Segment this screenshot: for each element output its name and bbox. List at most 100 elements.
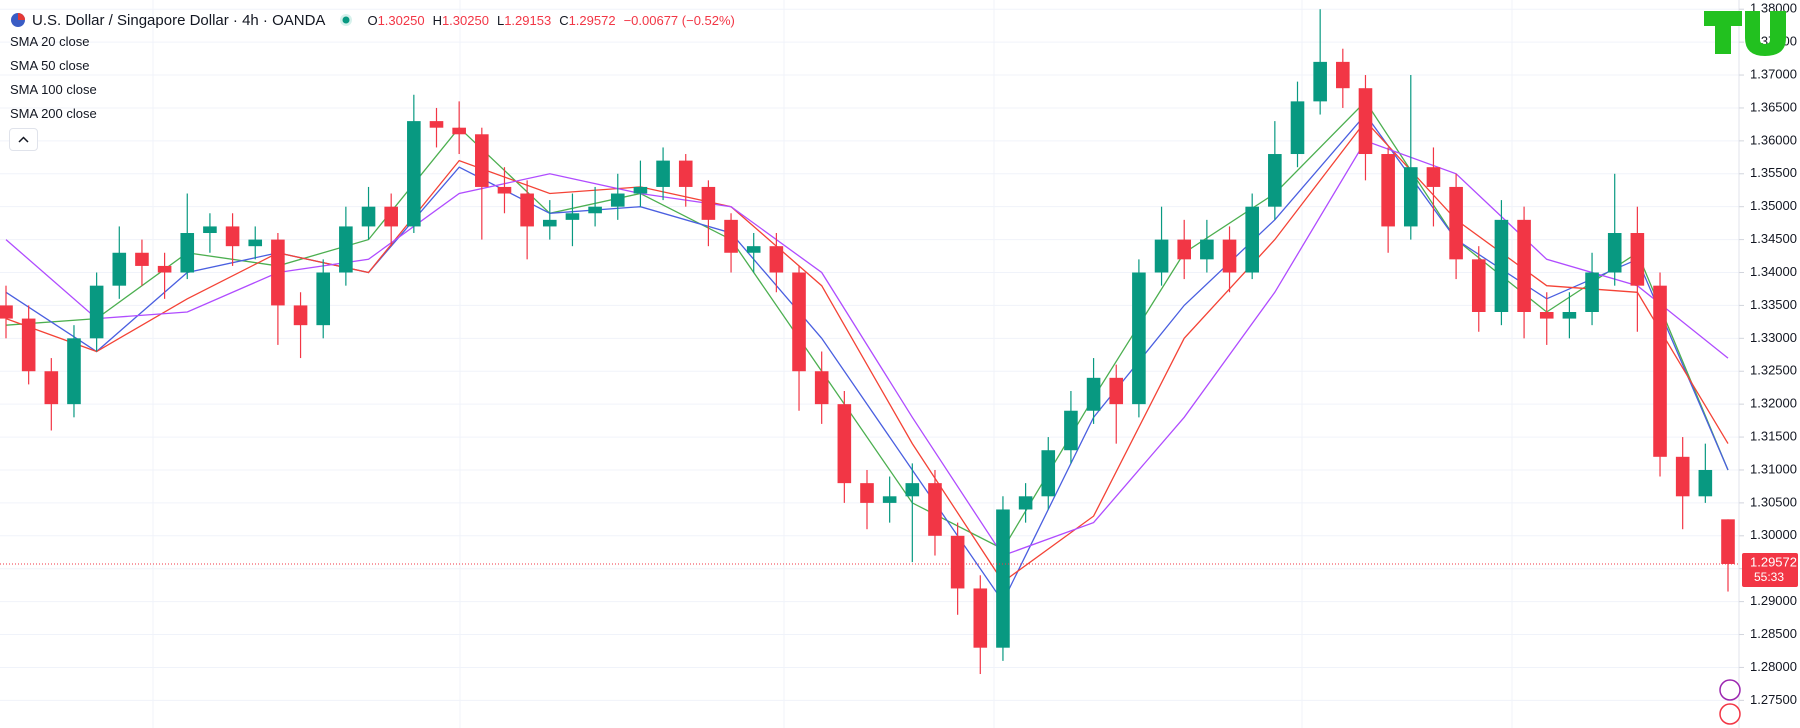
candle-body [1449, 186, 1463, 260]
candle-body [928, 483, 942, 536]
tv-logo [1704, 11, 1786, 56]
candle-body [837, 404, 852, 484]
candle-body [950, 535, 965, 589]
symbol-title[interactable]: U.S. Dollar / Singapore Dollar · 4h · OA… [32, 11, 326, 29]
candle-body [1290, 101, 1305, 155]
candle-body [475, 134, 489, 187]
ohlc-item: C1.29572 [559, 13, 615, 28]
y-tick-label: 1.31500 [1750, 429, 1797, 444]
alert-icon[interactable] [1719, 679, 1741, 701]
candle-body [1539, 312, 1554, 319]
candle-body [1381, 154, 1395, 227]
candle-body [1268, 154, 1282, 207]
indicator-name: SMA 50 close [10, 58, 90, 73]
candle-body [293, 305, 308, 326]
ohlc-value: 1.29153 [504, 12, 552, 28]
candle-body [1177, 239, 1192, 260]
y-tick-label: 1.32000 [1750, 396, 1797, 411]
countdown: 55:33 [1754, 570, 1784, 584]
candle-body [1403, 167, 1418, 227]
time-grid [152, 0, 1513, 728]
y-tick-label: 1.30500 [1750, 494, 1797, 509]
y-tick-label: 1.35000 [1750, 198, 1797, 213]
candle-body [429, 121, 444, 128]
candle-body [1154, 239, 1169, 273]
candle-body [67, 338, 81, 405]
last-price-label: 1.29572 [1750, 554, 1797, 569]
status-dot [342, 16, 350, 24]
ohlc-value: 1.30250 [441, 12, 489, 28]
candle-body [203, 226, 217, 234]
candle-body [497, 186, 512, 194]
y-tick-label: 1.30000 [1750, 527, 1797, 542]
candle-body [1200, 239, 1214, 260]
y-tick-label: 1.36500 [1750, 99, 1797, 114]
symbol-icon [11, 13, 25, 27]
candle-body [1426, 167, 1441, 187]
candle-body [1041, 450, 1056, 497]
y-tick-label: 1.28500 [1750, 626, 1797, 641]
candle-body [860, 483, 874, 503]
grid [0, 8, 1739, 701]
candle-body [1517, 219, 1531, 312]
candle-body [656, 160, 670, 187]
candle-body [1086, 377, 1101, 411]
candles [0, 9, 1735, 675]
candle-body [1698, 469, 1713, 497]
candle-body [724, 219, 738, 253]
candle-body [1494, 219, 1509, 312]
indicator-name: SMA 100 close [10, 82, 97, 97]
ohlc-value: 1.29572 [568, 12, 616, 28]
candle-body [792, 272, 806, 372]
indicator-name: SMA 200 close [10, 106, 97, 121]
y-tick-label: 1.32500 [1750, 363, 1797, 378]
candle-body [1585, 272, 1599, 312]
candle-body [1562, 312, 1577, 319]
y-tick-label: 1.35500 [1750, 165, 1797, 180]
candle-body [701, 186, 716, 220]
candle-body [1018, 496, 1033, 510]
ohlc-label: H [432, 12, 442, 28]
y-tick-label: 1.34000 [1750, 264, 1797, 279]
candle-body [112, 252, 127, 286]
y-tick-label: 1.33000 [1750, 330, 1797, 345]
price-axis: 1.275001.280001.285001.290001.295001.300… [0, 1, 1798, 707]
candle-body [44, 371, 59, 405]
candle-body [633, 186, 648, 194]
candle-body [1721, 519, 1735, 564]
y-tick-label: 1.34500 [1750, 231, 1797, 246]
sma-lines [5, 100, 1729, 603]
indicator-name: SMA 20 close [10, 34, 90, 49]
candle-body [1607, 233, 1622, 273]
candle-body [1471, 259, 1486, 312]
chevron-path [18, 136, 29, 143]
sma-line [5, 100, 1729, 550]
candle-body [565, 213, 580, 220]
collapse-button[interactable] [9, 128, 38, 151]
flag-icon[interactable] [1719, 703, 1741, 725]
logo-u [1745, 11, 1786, 56]
candle-body [452, 127, 466, 135]
ohlc-item: H1.30250 [433, 13, 489, 28]
candle-body [1630, 233, 1645, 286]
y-tick-label: 1.28000 [1750, 659, 1797, 674]
candle-body [905, 483, 920, 497]
candle-body [180, 233, 195, 273]
candle-body [157, 265, 172, 273]
y-tick-label: 1.29000 [1750, 593, 1797, 608]
ohlc-label: O [367, 12, 378, 28]
ohlc-item: L1.29153 [497, 13, 551, 28]
y-tick-label: 1.33500 [1750, 297, 1797, 312]
ohlc-legend: O1.30250 H1.30250 L1.29153 C1.29572 [367, 13, 615, 28]
market-status [340, 14, 353, 26]
y-tick-label: 1.36000 [1750, 132, 1797, 147]
candle-body [316, 272, 331, 326]
ohlc-item: O1.30250 [367, 13, 424, 28]
candle-body [542, 219, 557, 227]
candle-body [248, 239, 263, 247]
candle-body [135, 252, 149, 266]
candle-body [1336, 61, 1350, 89]
candle-body [769, 246, 784, 273]
